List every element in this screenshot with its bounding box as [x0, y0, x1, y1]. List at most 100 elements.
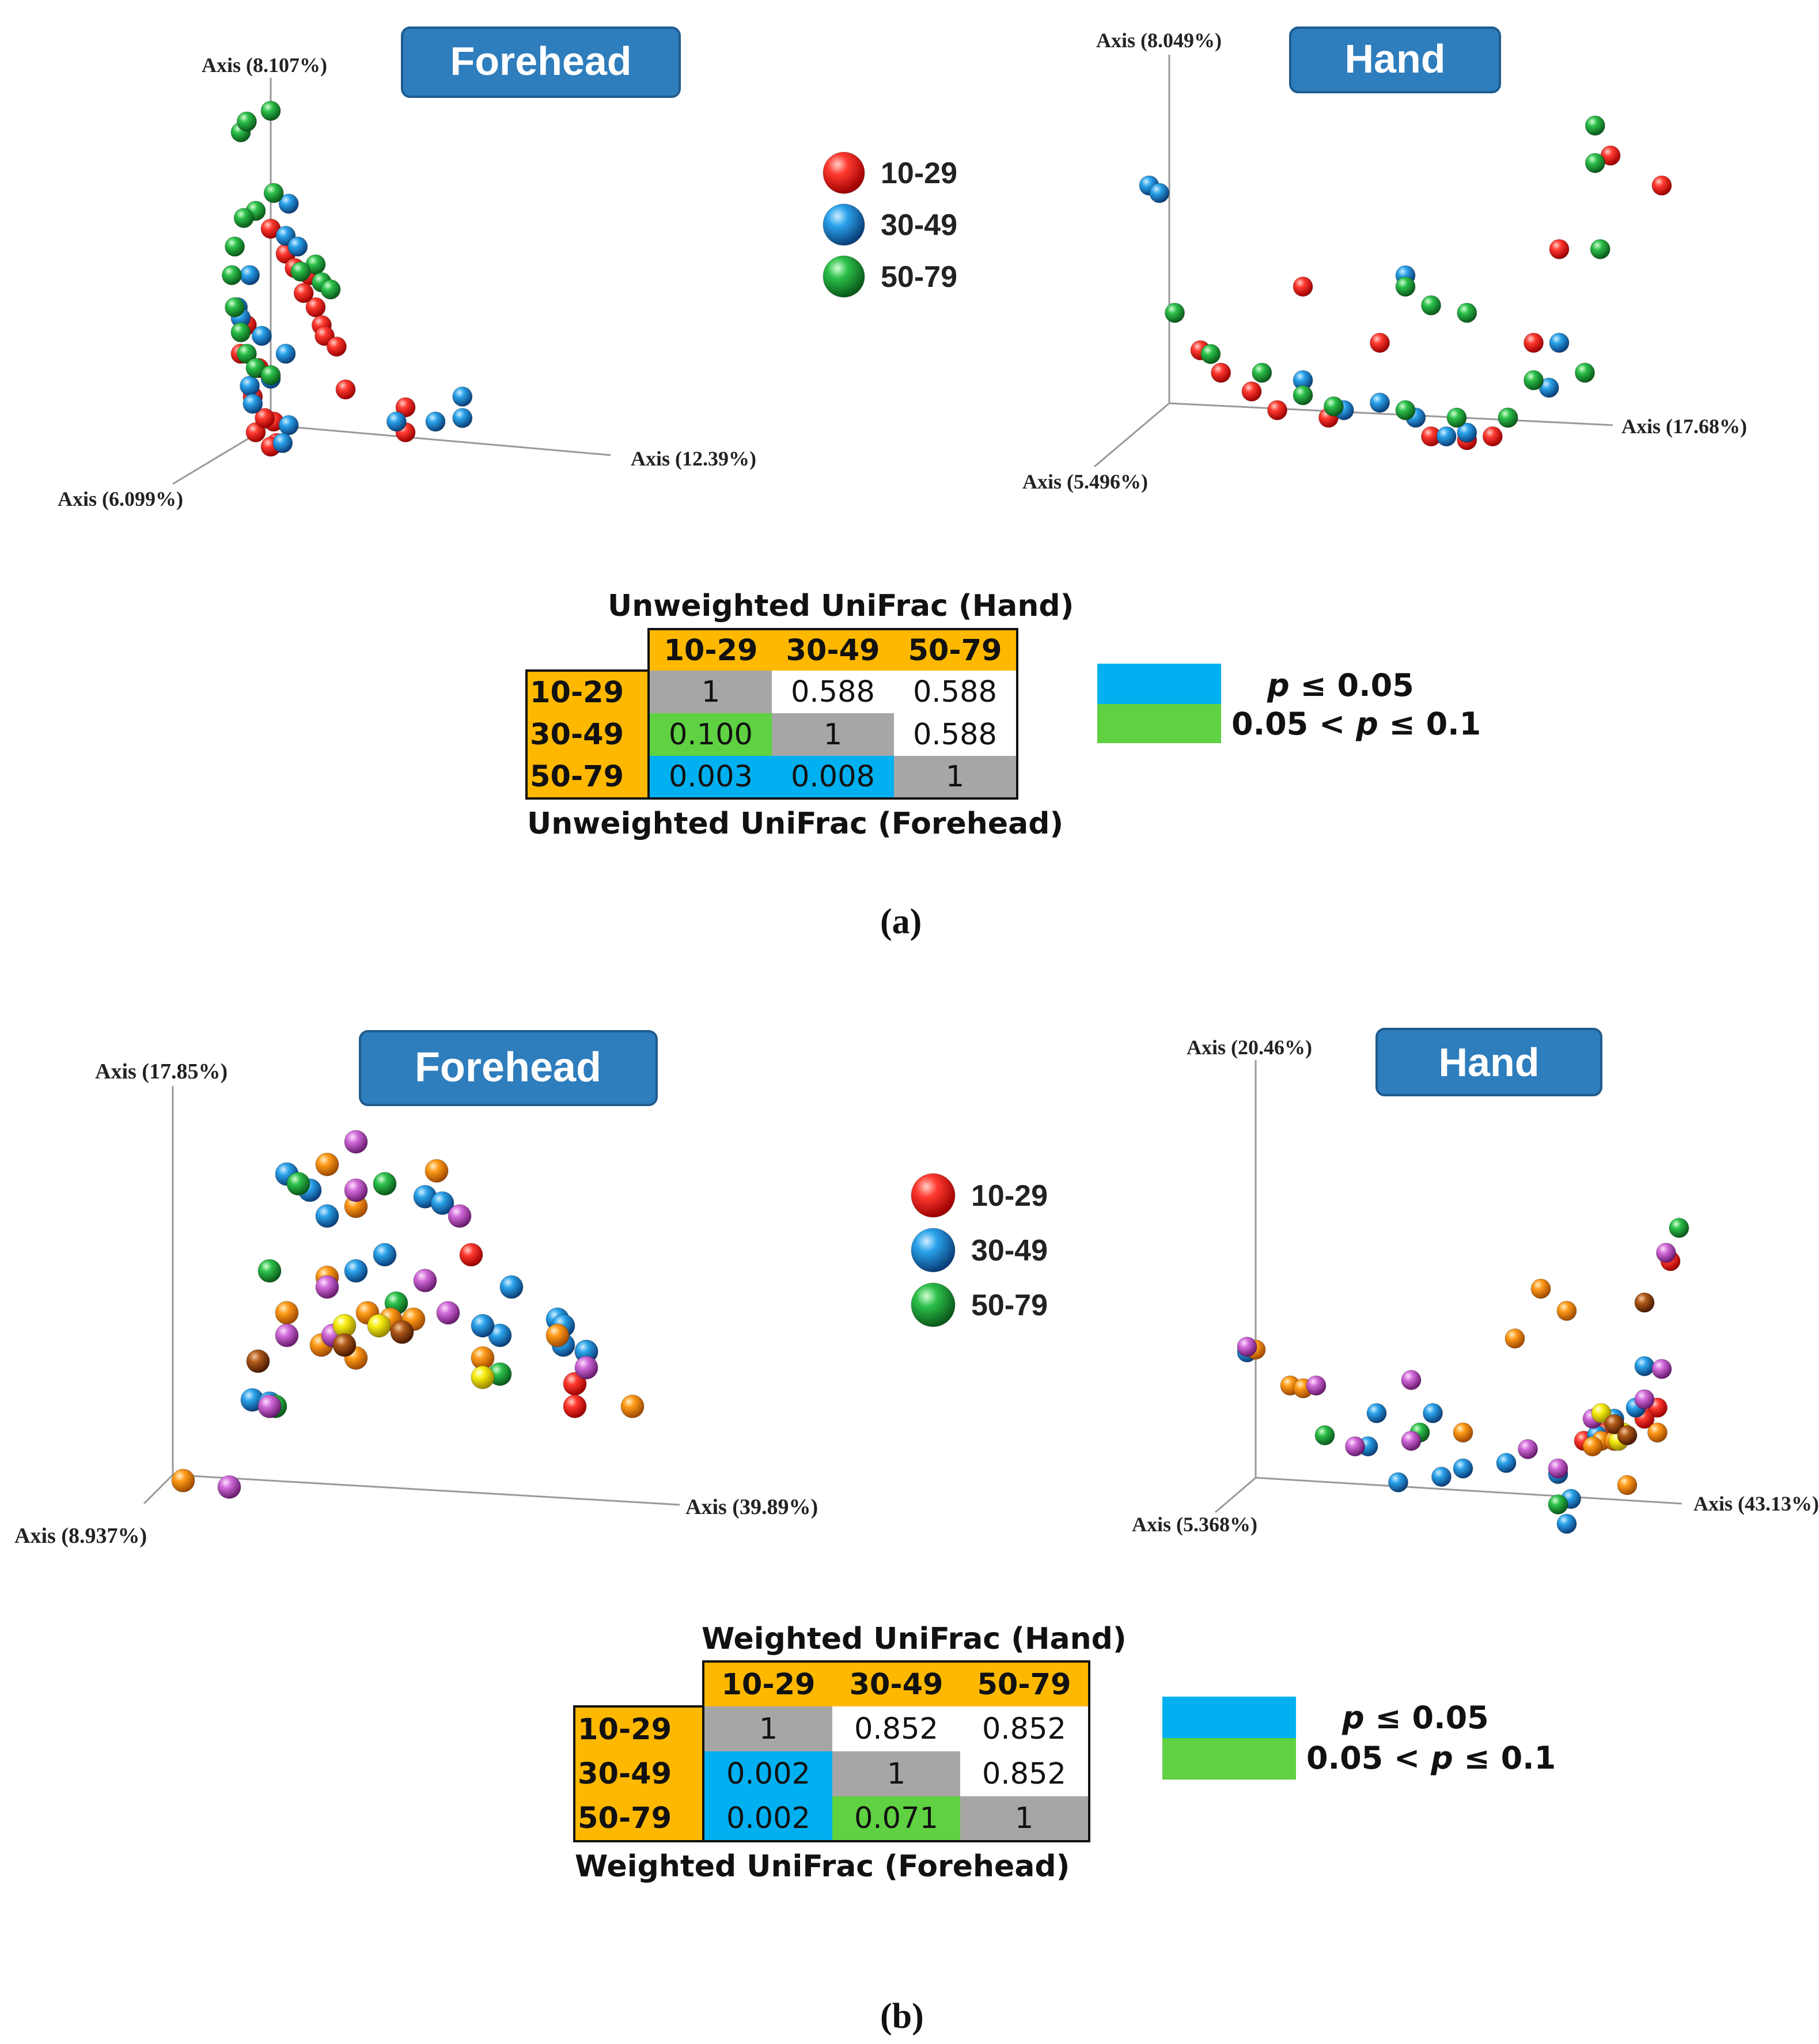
axis-x-line: [172, 1474, 680, 1506]
data-point-green: [1323, 396, 1344, 417]
sig-swatch-green: [1097, 704, 1221, 743]
data-point-green: [1585, 153, 1605, 173]
table-cell: 0.002: [702, 1796, 832, 1842]
data-point-blue: [1431, 1466, 1452, 1487]
data-point-purple: [413, 1269, 437, 1293]
table-cell: 0.002: [702, 1751, 832, 1796]
data-point-blue: [1149, 183, 1170, 203]
data-point-purple: [315, 1275, 339, 1299]
data-point-yellow: [367, 1314, 391, 1338]
axis-x-label: Axis (12.39%): [631, 447, 756, 470]
legend-marker-red: [911, 1173, 956, 1218]
table-cell: 1: [702, 1706, 832, 1751]
data-point-green: [1498, 407, 1518, 428]
table-cell: 1: [647, 671, 772, 713]
data-point-orange: [620, 1394, 645, 1418]
data-point-red: [305, 297, 326, 317]
sig-label-range: 0.05 < p ≤ 0.1: [1231, 706, 1481, 742]
data-point-green: [1524, 370, 1544, 391]
data-point-purple: [1651, 1358, 1672, 1379]
data-point-green: [1446, 407, 1467, 428]
plot-title: Forehead: [450, 39, 631, 84]
data-point-red: [1211, 362, 1231, 383]
data-point-green: [1669, 1217, 1689, 1238]
data-point-purple: [1518, 1439, 1538, 1459]
data-point-blue: [452, 408, 473, 429]
col-header: 30-49: [832, 1660, 960, 1706]
data-point-red: [1370, 332, 1390, 353]
data-point-green: [1314, 1425, 1335, 1445]
data-point-blue: [272, 433, 293, 453]
axis-x-line: [1169, 402, 1613, 426]
data-point-blue: [1423, 1403, 1443, 1424]
data-point-blue: [251, 325, 272, 346]
data-point-purple: [1237, 1337, 1257, 1357]
axis-y-label: Axis (17.85%): [95, 1059, 228, 1084]
data-point-blue: [1370, 392, 1390, 413]
table-cell: 0.008: [772, 756, 894, 800]
table-a: 10-29 30-49 50-79 10-29 1 0.588 0.588 30…: [525, 628, 1018, 800]
data-point-green: [1548, 1494, 1568, 1515]
data-point-blue: [1556, 1513, 1577, 1534]
data-point-red: [1293, 277, 1313, 297]
data-point-red: [395, 397, 416, 418]
data-point-orange: [1505, 1328, 1525, 1349]
data-point-purple: [344, 1178, 368, 1202]
data-point-orange: [545, 1323, 570, 1347]
p-symbol: p: [1342, 1699, 1365, 1736]
data-point-purple: [1345, 1436, 1365, 1457]
data-point-purple: [574, 1356, 598, 1380]
plot-title: Forehead: [415, 1044, 601, 1091]
data-point-red: [1524, 332, 1544, 353]
panel-label-a: (a): [880, 902, 922, 941]
axis-x-label: Axis (39.89%): [685, 1495, 818, 1519]
data-point-green: [320, 279, 341, 300]
data-point-red: [1267, 400, 1287, 421]
axis-z-label: Axis (8.937%): [14, 1524, 147, 1548]
data-point-blue: [1549, 332, 1570, 353]
data-point-green: [290, 261, 311, 282]
data-point-green: [1590, 239, 1610, 259]
data-point-yellow: [1591, 1403, 1612, 1424]
legend-marker-green: [823, 255, 865, 298]
data-point-orange: [1530, 1278, 1551, 1299]
row-header: 10-29: [525, 669, 649, 713]
plot-title-box: [359, 1030, 658, 1106]
p-symbol: p: [1431, 1740, 1453, 1776]
row-header: 30-49: [525, 713, 649, 756]
data-point-green: [1395, 277, 1416, 297]
sig-text: ≤ 0.05: [1364, 1699, 1489, 1736]
data-point-green: [286, 1172, 310, 1196]
plot-title-box: [1375, 1028, 1602, 1096]
data-point-blue: [275, 343, 296, 364]
data-point-green: [233, 207, 254, 228]
data-point-blue: [1634, 1356, 1655, 1376]
sig-label-05: p ≤ 0.05: [1267, 667, 1414, 703]
data-point-green: [1395, 400, 1416, 421]
data-point-blue: [373, 1243, 397, 1267]
data-point-green: [1457, 302, 1477, 323]
col-header: 10-29: [647, 628, 772, 671]
data-point-purple: [1548, 1458, 1568, 1479]
table-cell: 1: [832, 1751, 960, 1796]
table-b-title-top: Weighted UniFrac (Hand): [702, 1622, 1127, 1656]
data-point-purple: [257, 1394, 282, 1418]
row-header: 50-79: [525, 756, 649, 800]
data-point-green: [236, 111, 257, 132]
row-header: 50-79: [573, 1796, 703, 1842]
table-b: 10-29 30-49 50-79 10-29 1 0.852 0.852 30…: [573, 1660, 1090, 1842]
data-point-red: [245, 422, 266, 442]
axis-z-label: Axis (5.368%): [1132, 1513, 1257, 1536]
table-cell: 0.588: [772, 671, 894, 713]
data-point-purple: [436, 1301, 460, 1325]
data-point-blue: [287, 236, 308, 257]
data-point-red: [293, 283, 314, 304]
data-point-green: [373, 1172, 397, 1196]
data-point-yellow: [471, 1365, 495, 1390]
panel-label-b: (b): [880, 1997, 924, 2036]
axis-x-line: [1255, 1477, 1682, 1505]
axis-x-label: Axis (17.68%): [1621, 415, 1747, 438]
data-point-green: [225, 236, 245, 257]
axis-y-label: Axis (20.46%): [1187, 1036, 1312, 1059]
